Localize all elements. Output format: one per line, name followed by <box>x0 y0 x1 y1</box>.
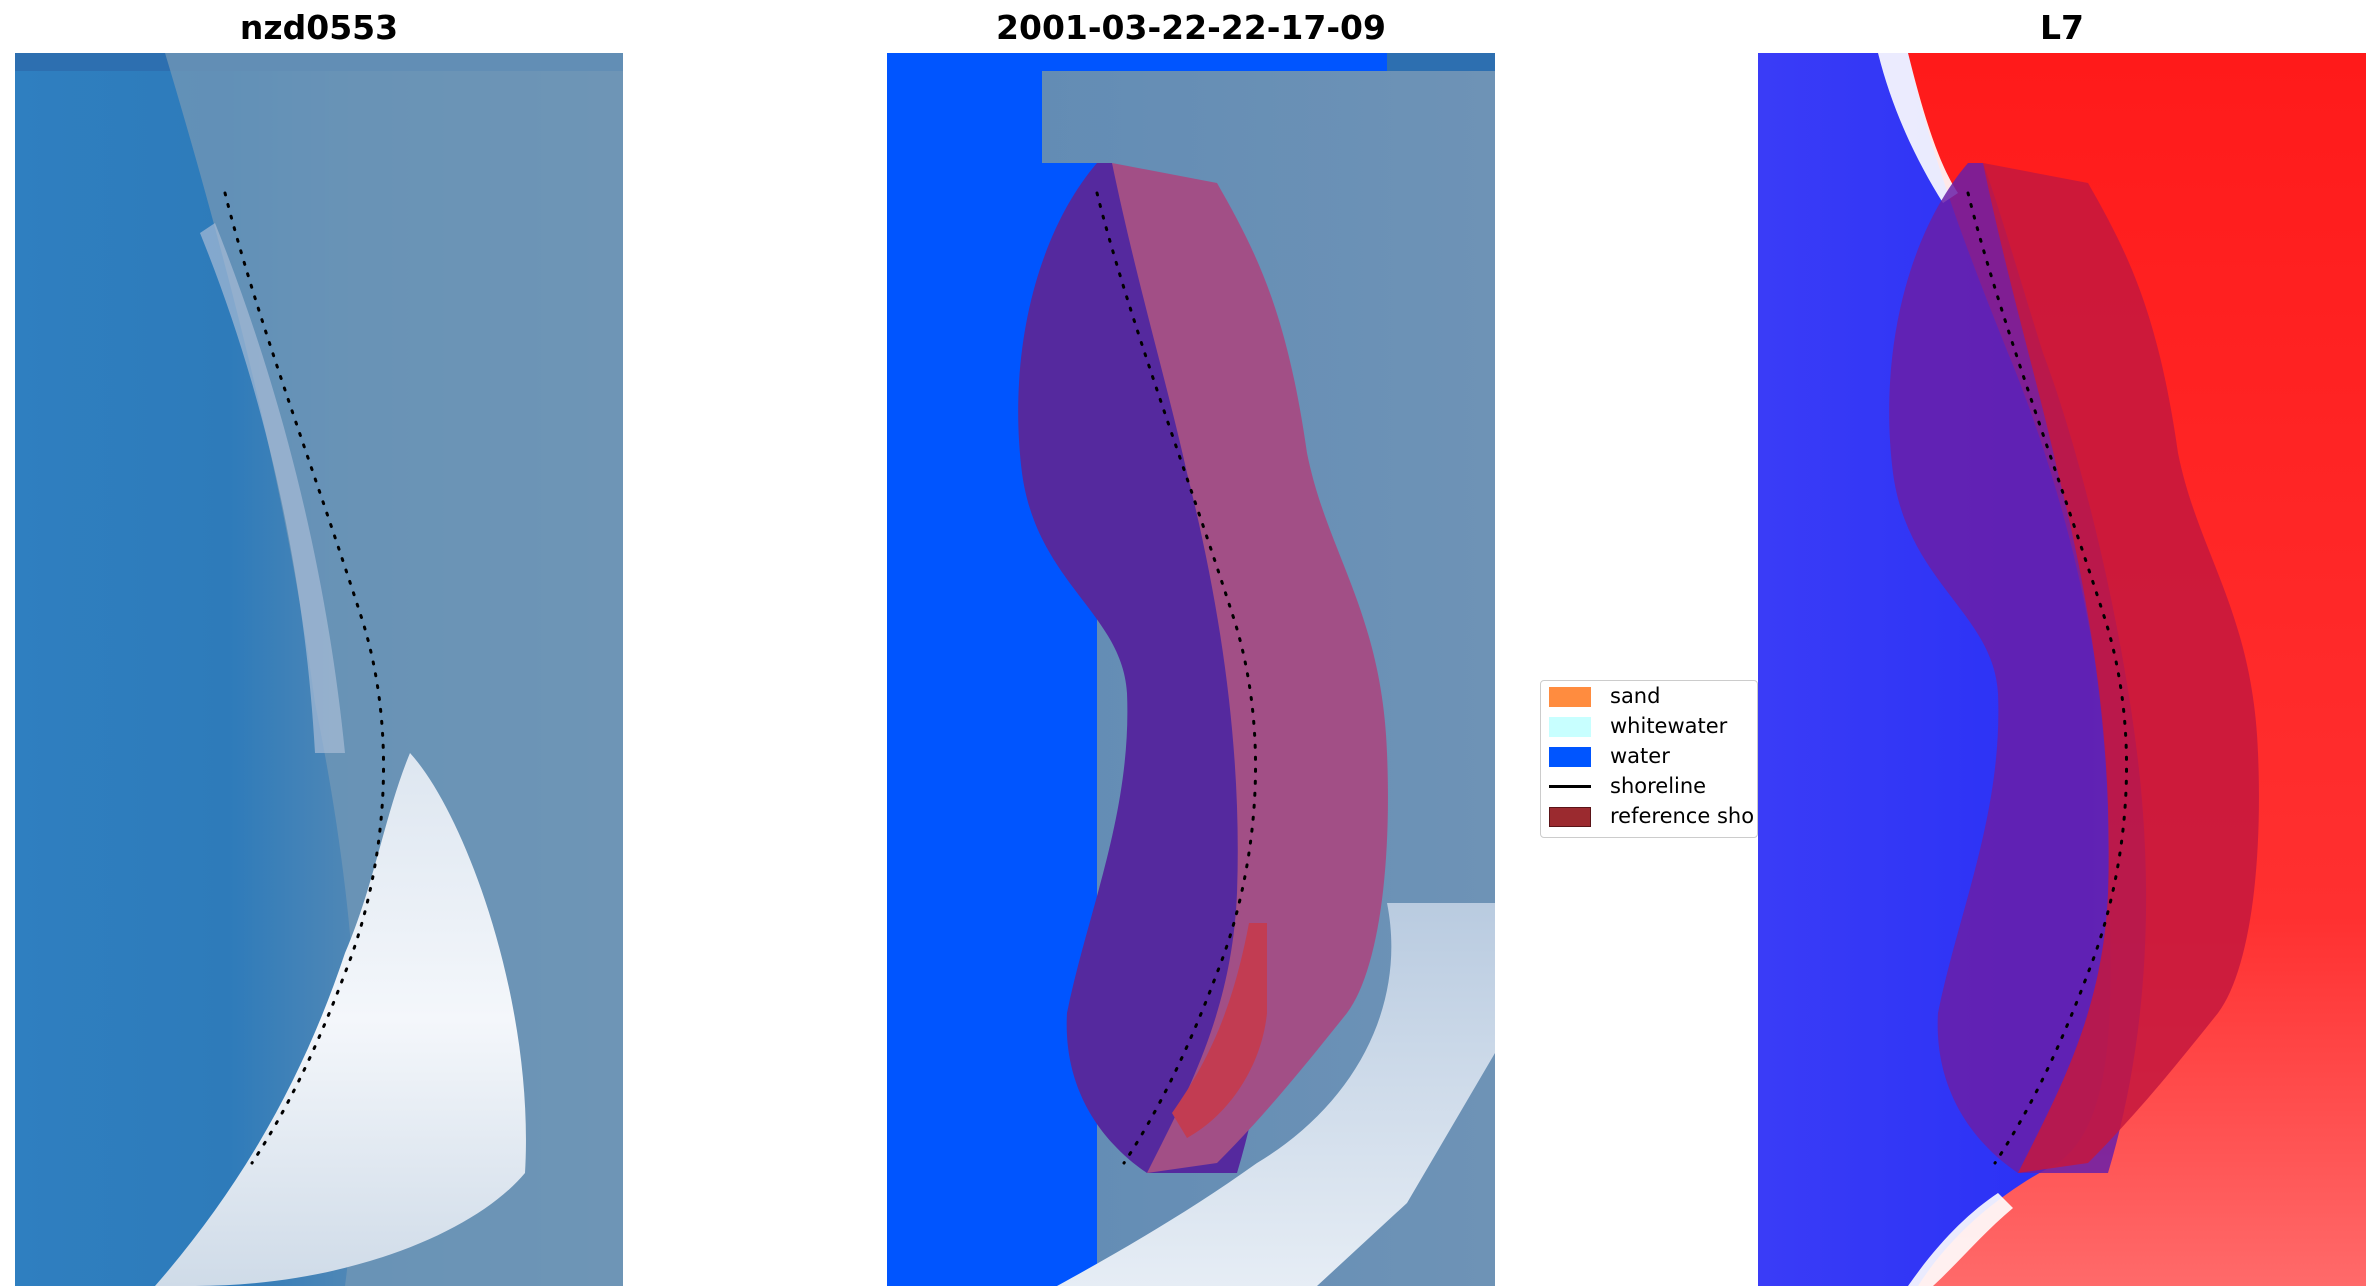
class-reference-region <box>1172 923 1267 1138</box>
legend-label-shoreline: shoreline <box>1610 774 1707 798</box>
legend-swatch-water <box>1549 747 1591 767</box>
legend-item-shoreline: shoreline <box>1549 771 1749 801</box>
index-buffer-landward <box>1983 163 2259 1173</box>
class-buffer-landward <box>1112 163 1388 1173</box>
index-transition-bottom <box>1908 1193 2013 1286</box>
legend: sand whitewater water shoreline referenc… <box>1540 680 1758 838</box>
legend-swatch-sand <box>1549 687 1591 707</box>
legend-item-water: water <box>1549 741 1749 771</box>
classification-panel <box>887 53 1495 1286</box>
index-transition-top <box>1878 53 1958 203</box>
rgb-land-region <box>165 53 623 1286</box>
class-whitewater <box>1057 903 1495 1286</box>
legend-label-water: water <box>1610 744 1670 768</box>
index-image-panel <box>1758 53 2366 1286</box>
legend-label-whitewater: whitewater <box>1610 714 1728 738</box>
panel-title-index: L7 <box>2040 8 2084 47</box>
legend-label-sand: sand <box>1610 684 1661 708</box>
rgb-image-panel <box>15 53 623 1286</box>
legend-item-reference: reference sho <box>1549 801 1757 831</box>
class-shoreline-dots <box>1095 191 1258 1165</box>
class-top-band <box>1387 53 1495 71</box>
legend-line-shoreline <box>1549 785 1591 788</box>
rgb-beach-strip <box>200 223 345 753</box>
rgb-shoreline-dots <box>223 191 386 1165</box>
legend-label-reference: reference sho <box>1610 804 1755 828</box>
legend-item-sand: sand <box>1549 681 1749 711</box>
index-shoreline-dots <box>1966 191 2129 1165</box>
legend-item-whitewater: whitewater <box>1549 711 1749 741</box>
panel-title-rgb: nzd0553 <box>239 8 399 47</box>
legend-swatch-reference <box>1549 807 1591 827</box>
rgb-whitewater <box>155 753 526 1286</box>
index-buffer-seaward <box>1889 163 2147 1173</box>
legend-swatch-whitewater <box>1549 717 1591 737</box>
panel-title-classification: 2001-03-22-22-17-09 <box>996 8 1386 47</box>
class-water-region <box>887 53 1387 1286</box>
class-buffer-seaward <box>1018 163 1276 1173</box>
